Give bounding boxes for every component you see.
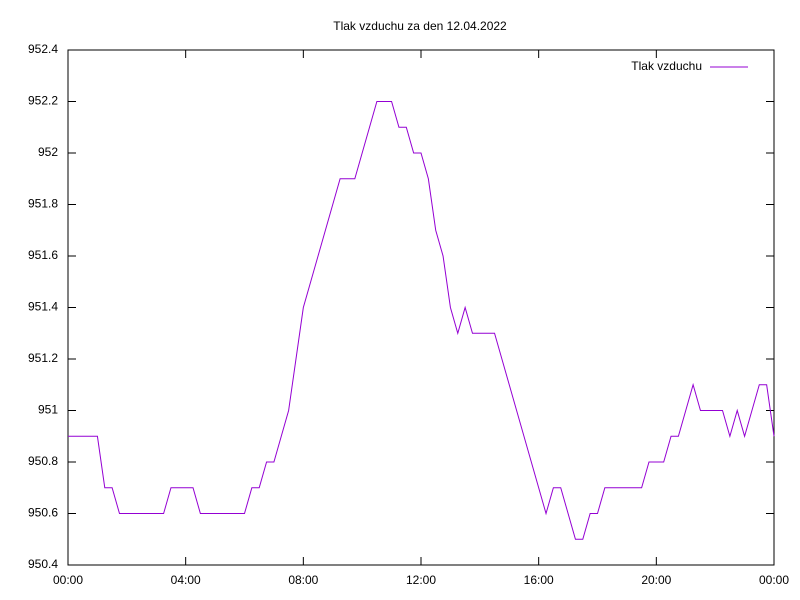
- x-tick-label: 20:00: [641, 573, 671, 587]
- data-line: [68, 101, 775, 540]
- y-tick-label: 951.6: [28, 248, 58, 262]
- x-tick-label: 00:00: [53, 573, 83, 587]
- legend-label: Tlak vzduchu: [631, 59, 702, 73]
- y-tick-label: 951.8: [28, 197, 58, 211]
- y-tick-label: 950.6: [28, 506, 58, 520]
- y-tick-label: 952.4: [28, 42, 58, 56]
- y-tick-label: 950.4: [28, 557, 58, 571]
- y-tick-label: 951.2: [28, 351, 58, 365]
- x-tick-label: 16:00: [524, 573, 554, 587]
- x-tick-label: 00:00: [759, 573, 789, 587]
- y-tick-label: 952.2: [28, 94, 58, 108]
- x-tick-label: 04:00: [171, 573, 201, 587]
- y-tick-label: 951: [38, 403, 58, 417]
- y-tick-label: 952: [38, 145, 58, 159]
- chart-title: Tlak vzduchu za den 12.04.2022: [333, 19, 507, 33]
- x-tick-label: 12:00: [406, 573, 436, 587]
- y-tick-label: 951.4: [28, 300, 58, 314]
- x-tick-label: 08:00: [288, 573, 318, 587]
- y-tick-label: 950.8: [28, 454, 58, 468]
